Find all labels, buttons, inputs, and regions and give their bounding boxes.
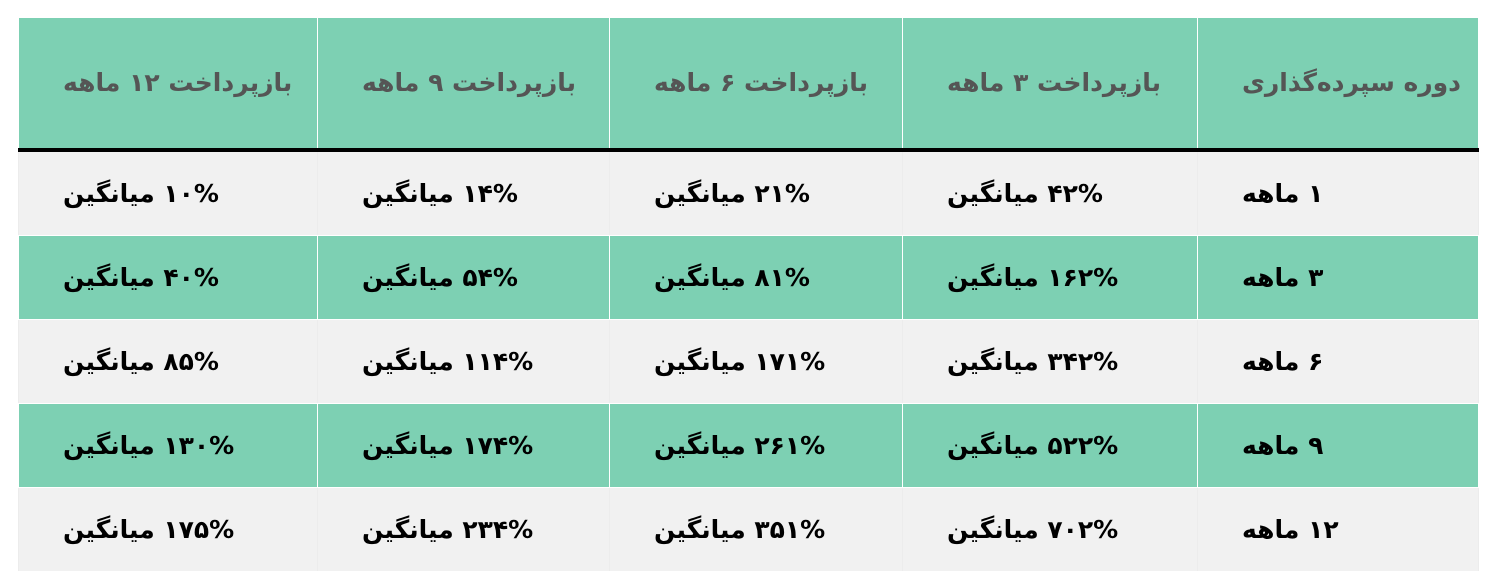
value-cell: ۱۰% میانگین bbox=[18, 150, 318, 236]
table-row: ۳ ماهه ۱۶۲% میانگین ۸۱% میانگین ۵۴% میانگین… bbox=[18, 235, 1479, 320]
table-row: ۱۲ ماهه ۷۰۲% میانگین ۳۵۱% میانگین ۲۳۴% میان… bbox=[18, 487, 1479, 572]
value-cell: ۱۱۴% میانگین bbox=[317, 319, 610, 404]
value-cell: ۲۳۴% میانگین bbox=[317, 487, 610, 572]
value-cell: ۷۰۲% میانگین bbox=[902, 487, 1198, 572]
value-cell: ۸۱% میانگین bbox=[609, 235, 903, 320]
value-cell: ۵۲۲% میانگین bbox=[902, 403, 1198, 488]
table-row: ۶ ماهه ۳۴۲% میانگین ۱۷۱% میانگین ۱۱۴% میانگ… bbox=[18, 319, 1479, 404]
header-row: دوره سپرده‌گذاری بازپرداخت ۳ ماهه بازپرد… bbox=[18, 18, 1479, 152]
value-cell: ۳۵۱% میانگین bbox=[609, 487, 903, 572]
value-cell: ۱۷۵% میانگین bbox=[18, 487, 318, 572]
value-cell: ۲۶۱% میانگین bbox=[609, 403, 903, 488]
header-repay-3: بازپرداخت ۳ ماهه bbox=[902, 18, 1198, 152]
value-cell: ۵۴% میانگین bbox=[317, 235, 610, 320]
value-cell: ۱۷۴% میانگین bbox=[317, 403, 610, 488]
value-cell: ۱۶۲% میانگین bbox=[902, 235, 1198, 320]
value-cell: ۸۵% میانگین bbox=[18, 319, 318, 404]
header-deposit-period: دوره سپرده‌گذاری bbox=[1197, 18, 1479, 152]
table-row: ۱ ماهه ۴۲% میانگین ۲۱% میانگین ۱۴% میانگین ۱… bbox=[18, 150, 1479, 236]
value-cell: ۴۲% میانگین bbox=[902, 150, 1198, 236]
period-cell: ۱ ماهه bbox=[1197, 150, 1479, 236]
value-cell: ۳۴۲% میانگین bbox=[902, 319, 1198, 404]
period-cell: ۶ ماهه bbox=[1197, 319, 1479, 404]
deposit-returns-table: دوره سپرده‌گذاری بازپرداخت ۳ ماهه بازپرد… bbox=[18, 18, 1479, 572]
value-cell: ۲۱% میانگین bbox=[609, 150, 903, 236]
table-row: ۹ ماهه ۵۲۲% میانگین ۲۶۱% میانگین ۱۷۴% میانگ… bbox=[18, 403, 1479, 488]
period-cell: ۹ ماهه bbox=[1197, 403, 1479, 488]
header-repay-9: بازپرداخت ۹ ماهه bbox=[317, 18, 610, 152]
value-cell: ۱۷۱% میانگین bbox=[609, 319, 903, 404]
period-cell: ۱۲ ماهه bbox=[1197, 487, 1479, 572]
value-cell: ۱۳۰% میانگین bbox=[18, 403, 318, 488]
value-cell: ۴۰% میانگین bbox=[18, 235, 318, 320]
period-cell: ۳ ماهه bbox=[1197, 235, 1479, 320]
header-repay-6: بازپرداخت ۶ ماهه bbox=[609, 18, 903, 152]
value-cell: ۱۴% میانگین bbox=[317, 150, 610, 236]
header-repay-12: بازپرداخت ۱۲ ماهه bbox=[18, 18, 318, 152]
